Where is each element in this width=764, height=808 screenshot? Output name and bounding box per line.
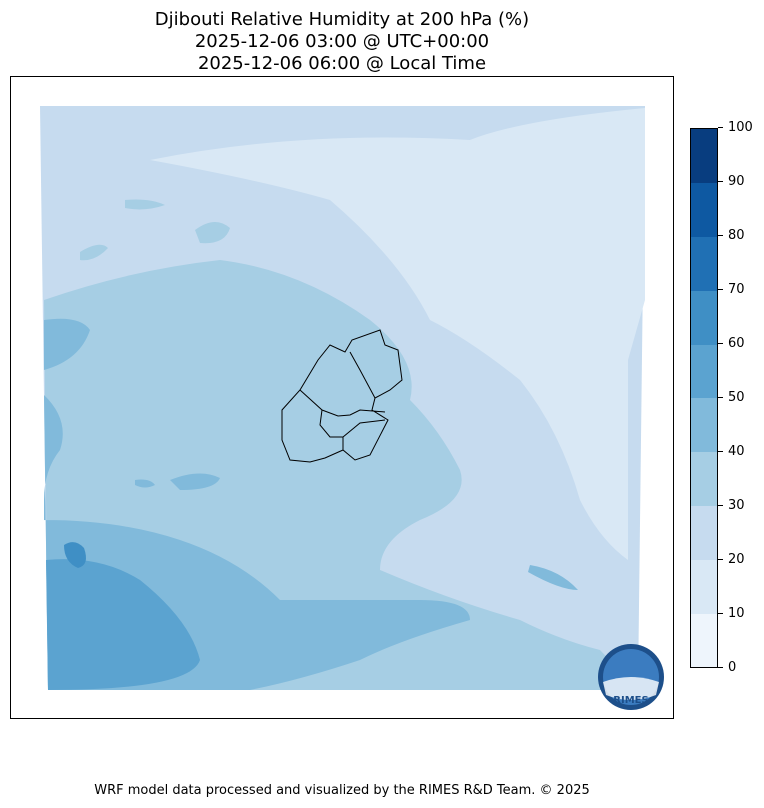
colorbar-segment <box>691 451 717 507</box>
rimes-logo: RIMES <box>598 644 664 710</box>
colorbar <box>690 128 718 668</box>
colorbar-tick-label: 100 <box>718 121 753 134</box>
colorbar-tick-label: 70 <box>718 283 745 296</box>
colorbar-tick-label: 50 <box>718 391 745 404</box>
colorbar-segment <box>691 613 717 668</box>
colorbar-segment <box>691 236 717 291</box>
colorbar-tick-label: 60 <box>718 337 745 350</box>
djibouti-border <box>281 329 403 463</box>
colorbar-segment <box>691 182 717 238</box>
footer-credit: WRF model data processed and visualized … <box>94 783 590 798</box>
colorbar-tick-label: 10 <box>718 607 745 620</box>
humidity-map: RIMES <box>40 106 664 710</box>
contour-60-70 <box>64 542 86 568</box>
local-time: 2025-12-06 06:00 @ Local Time <box>197 53 487 74</box>
colorbar-tick-label: 80 <box>718 229 745 242</box>
colorbar-segment <box>691 559 717 614</box>
colorbar-tick-label: 30 <box>718 499 745 512</box>
colorbar-tick-label: 0 <box>718 661 736 674</box>
colorbar-tick-label: 40 <box>718 445 745 458</box>
map-title: Djibouti Relative Humidity at 200 hPa (%… <box>154 9 530 30</box>
colorbar-segment <box>691 290 717 345</box>
colorbar-tick-label: 20 <box>718 553 745 566</box>
contour-30-40b <box>80 199 230 261</box>
contour-50-60 <box>46 559 200 690</box>
contour-40-50b <box>135 473 578 590</box>
colorbar-segment <box>691 129 717 184</box>
contour-10-20 <box>150 108 645 560</box>
utc-time: 2025-12-06 03:00 @ UTC+00:00 <box>194 31 490 52</box>
logo-text: RIMES <box>613 695 648 706</box>
colorbar-segment <box>691 505 717 560</box>
colorbar-tick-label: 90 <box>718 175 745 188</box>
colorbar-segment <box>691 398 717 453</box>
map-frame <box>10 76 674 719</box>
colorbar-segment <box>691 344 717 399</box>
